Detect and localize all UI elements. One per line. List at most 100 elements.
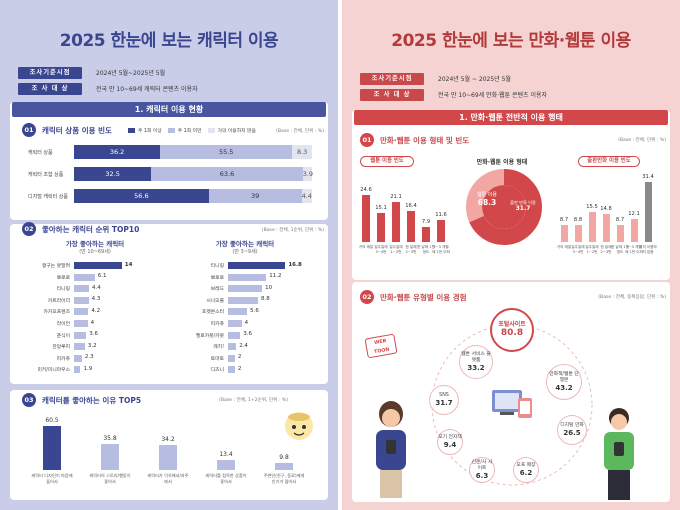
frequency-bar (574, 225, 582, 242)
section-number-badge: 01 (22, 123, 36, 137)
meta-row-target: 조 사 대 상 전국 만 10~69세 캐릭터 콘텐츠 이용자 (18, 82, 198, 95)
rank-item-name: 미키/미니마우스 (37, 368, 70, 374)
frequency-value: 14.8 (600, 205, 612, 212)
frequency-label: 일주일에 3~4번 (374, 245, 388, 254)
bubble-value: 31.7 (435, 399, 453, 407)
usage-type-donut-chart (466, 169, 542, 245)
rank-value: 6.1 (97, 273, 107, 280)
behavior-title: 만화·웹툰 이용 형태 및 빈도 (380, 135, 470, 145)
frequency-label: 거의 이용하지 않음 (639, 245, 657, 254)
rank-item-name: 토마토 (210, 356, 224, 362)
frequency-bar (560, 225, 568, 242)
reasons-subhead: 03 캐릭터를 좋아하는 이유 TOP5 (22, 393, 141, 407)
usage-bar-segment: 3.9 (302, 167, 313, 181)
rank-item-name: 디즈니 (210, 368, 224, 374)
rank-bar (228, 273, 267, 281)
rank-bar (74, 331, 87, 339)
reason-value: 9.8 (279, 453, 289, 461)
reason-label: 캐릭터를 접목한 상품이 좋아서 (205, 473, 247, 484)
bubble-label: 웹툰 서비스 플랫폼 (461, 352, 491, 363)
frequency-bar (437, 219, 445, 242)
rank-value: 3.2 (87, 342, 97, 349)
rank-item-name: 뽀로로 (210, 275, 224, 281)
rank-bar (228, 262, 286, 269)
legend-item: 주 1회 이상 (128, 127, 162, 134)
usage-row-label: 캐릭터 조합 상품 (28, 172, 64, 178)
experience-bubble: 오프 매장 6.2 (513, 457, 539, 483)
frequency-value: 12.1 (628, 210, 640, 217)
meta-tag: 조사기준시점 (18, 66, 82, 79)
rank-value: 10 (265, 284, 273, 291)
meta-tag: 조 사 대 상 (360, 88, 424, 101)
reasons-title: 캐릭터를 좋아하는 이유 TOP5 (42, 395, 142, 405)
rank-title-child: 가장 좋아하는 캐릭터 (만 3~9세) (190, 240, 300, 256)
frequency-value: 8.8 (573, 217, 583, 224)
experience-bubble: 포기 전자책 9.4 (437, 429, 463, 455)
frequency-label: 한 달에 2~3번 (600, 245, 612, 254)
rank-bar (74, 354, 82, 362)
rank-title-sub: (만 10~69세) (79, 249, 111, 255)
donut-slice-value: 31.7 (515, 205, 531, 212)
frequency-value: 24.6 (360, 186, 372, 193)
rank-bar (74, 273, 95, 281)
rank-value: 3.6 (243, 331, 253, 338)
donut-center (482, 185, 526, 229)
rank-value: 4.2 (91, 307, 101, 314)
frequency-label: 한 달에 1번 정도 (611, 245, 629, 254)
section-number-badge: 01 (360, 133, 374, 147)
usage-title: 캐릭터 상품 이용 빈도 (42, 125, 112, 135)
frequency-label: 한 달에 1번 정도 (417, 245, 435, 254)
frequency-bar (588, 212, 596, 242)
base-note: (Base : 전체, 단위 : %) (276, 129, 324, 134)
bubble-label: 포기 전자책 (438, 435, 462, 440)
reason-value: 34.2 (161, 436, 175, 444)
rank-title-text: 가장 좋아하는 캐릭터 (65, 240, 125, 248)
donut-label-print: 출판 만화 이용 31.7 (510, 200, 536, 212)
rank-bar (74, 343, 85, 351)
rank-item-name: 뽀로로 (56, 275, 70, 281)
rank-item-name: 캐치! (213, 345, 224, 351)
meta-text: 2024년 5월~2025년 5월 (96, 70, 166, 77)
meta-row-period: 조사기준시점 2024년 5월~2025년 5월 (18, 66, 165, 79)
experience-subhead: 02 만화·웹툰 유형별 이용 경험 (360, 290, 467, 304)
usage-bar-segment: 32.5 (74, 167, 152, 181)
rank-value: 3.6 (89, 331, 99, 338)
section-number-badge: 02 (22, 222, 36, 236)
rank-value: 16.8 (288, 261, 302, 268)
rank-value: 4.3 (91, 296, 101, 303)
frequency-label: 일주일에 1~2번 (585, 245, 599, 254)
frequency-value: 8.7 (615, 217, 625, 224)
donut-title: 만화·웹툰 이용 형태 (476, 159, 528, 166)
frequency-value: 31.4 (642, 174, 654, 180)
rank-bar (74, 296, 89, 304)
reason-label: 주변인(친구, 동료)에게 인기가 많아서 (263, 473, 305, 484)
section-header: 1. 캐릭터 이용 현황 (12, 102, 326, 117)
legend-swatch (207, 128, 215, 133)
rank-item-name: 헬로카봇/카봇 (195, 333, 224, 339)
usage-bar-segment: 63.6 (151, 167, 303, 181)
meta-text: 전국 만 10~69세 캐릭터 콘텐츠 이용자 (96, 86, 198, 93)
usage-subhead: 01 캐릭터 상품 이용 빈도 (22, 123, 112, 137)
reason-value: 60.5 (45, 417, 59, 424)
reason-bar (275, 462, 293, 470)
rank-item-name: 브레드 (210, 287, 224, 293)
usage-bar-segment: 8.3 (292, 145, 312, 159)
rank-value: 8.8 (261, 296, 270, 303)
bubble-label: 오프 매장 (516, 463, 536, 468)
frequency-value: 8.7 (559, 217, 569, 224)
frequency-bar (362, 194, 370, 242)
rank-bar (74, 262, 122, 269)
reason-label: 캐릭터가 익숙해서/자주 봐서 (147, 473, 189, 484)
reason-value: 13.4 (219, 451, 233, 459)
meta-text: 전국 만 10~69세 만화·웹툰 콘텐츠 이용자 (438, 92, 548, 99)
rank-value: 2 (237, 354, 242, 361)
rank-item-name: 티니핑 (56, 287, 70, 293)
rank-item-name: 피카츄 (56, 356, 70, 362)
usage-bar-segment: 4.4 (301, 189, 312, 203)
meta-text: 2024년 5월 ~ 2025년 5월 (438, 76, 511, 83)
frequency-bar (644, 182, 652, 242)
donut-slice-value: 68.3 (477, 198, 497, 207)
usage-bar-segment: 39 (208, 189, 302, 203)
rank-bar (228, 343, 237, 351)
rank-item-name: 카카오프렌즈 (43, 310, 70, 316)
